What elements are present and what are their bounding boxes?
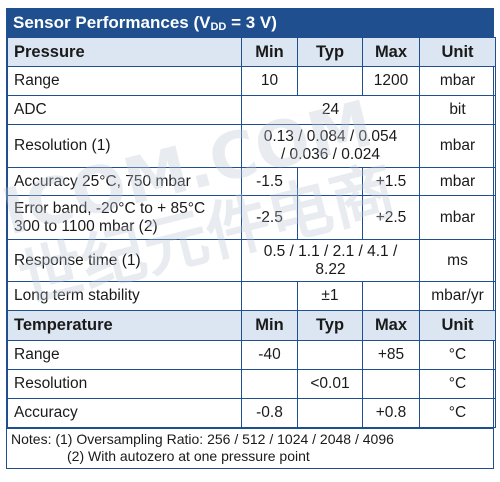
header-unit: Unit	[419, 37, 496, 67]
value-line: 0.13 / 0.084 / 0.054	[263, 128, 398, 145]
table-notes: Notes: (1) Oversampling Ratio: 256 / 512…	[7, 428, 493, 468]
cell-unit: °C	[419, 369, 496, 399]
pressure-header-row: Pressure Min Typ Max Unit	[7, 37, 496, 67]
label-line: Error band, -20°C to + 85°C	[14, 199, 206, 217]
value-line: 0.5 / 1.1 / 2.1 / 4.1 /	[263, 242, 398, 260]
cell-unit: mbar	[419, 167, 496, 196]
cell-typ	[297, 66, 363, 96]
cell-min: -0.8	[241, 398, 298, 428]
table-row: Accuracy 25°C, 750 mbar -1.5 +1.5 mbar	[7, 167, 496, 196]
table-row: ADC 24 bit	[7, 95, 496, 125]
row-label: Long term stability	[7, 281, 242, 311]
performance-table: Pressure Min Typ Max Unit Range 10 1200 …	[7, 37, 496, 428]
cell-unit: °C	[419, 340, 496, 370]
cell-max: 1200	[362, 66, 420, 96]
cell-min: -1.5	[241, 167, 298, 196]
table-row: Long term stability ±1 mbar/yr	[7, 281, 496, 311]
cell-max: +1.5	[362, 167, 420, 196]
cell-unit: mbar	[419, 195, 496, 240]
cell-unit: mbar	[419, 66, 496, 96]
cell-max: +85	[362, 340, 420, 370]
table-row: Error band, -20°C to + 85°C 300 to 1100 …	[7, 195, 496, 240]
sensor-performance-table-block: Sensor Performances (VDD = 3 V) Pressure…	[6, 8, 496, 469]
label-line: 300 to 1100 mbar (2)	[14, 217, 158, 235]
row-label: Response time (1)	[7, 239, 242, 282]
title-rest: = 3 V)	[226, 13, 277, 32]
cell-unit: bit	[419, 95, 496, 125]
row-label: Error band, -20°C to + 85°C 300 to 1100 …	[7, 195, 242, 240]
cell-typ	[297, 195, 363, 240]
row-label: Accuracy 25°C, 750 mbar	[7, 167, 242, 196]
table-row: Response time (1) 0.5 / 1.1 / 2.1 / 4.1 …	[7, 239, 496, 282]
row-label: ADC	[7, 95, 242, 125]
note-line-2: (2) With autozero at one pressure point	[67, 448, 310, 464]
cell-unit: mbar/yr	[419, 281, 496, 311]
cell-typ: ±1	[297, 281, 363, 311]
cell-max: +2.5	[362, 195, 420, 240]
table-title: Sensor Performances (VDD = 3 V)	[7, 9, 493, 37]
header-max: Max	[362, 37, 420, 67]
value-line: 8.22	[315, 260, 346, 278]
table-row: Resolution <0.01 °C	[7, 369, 496, 399]
header-typ: Typ	[297, 310, 363, 341]
header-min: Min	[241, 310, 298, 341]
title-subscript: DD	[210, 21, 227, 33]
row-label: Range	[7, 66, 242, 96]
cell-max	[362, 369, 420, 399]
cell-typ: <0.01	[297, 369, 363, 399]
row-label: Resolution (1)	[7, 124, 242, 168]
temperature-header-row: Temperature Min Typ Max Unit	[7, 310, 496, 341]
row-label: Accuracy	[7, 398, 242, 428]
cell-max: +0.8	[362, 398, 420, 428]
cell-min	[241, 369, 298, 399]
cell-min: 10	[241, 66, 298, 96]
cell-min	[241, 281, 298, 311]
header-typ: Typ	[297, 37, 363, 67]
cell-typ	[297, 340, 363, 370]
cell-value: 24	[241, 95, 420, 125]
row-label: Resolution	[7, 369, 242, 399]
table-row: Accuracy -0.8 +0.8 °C	[7, 398, 496, 428]
header-unit: Unit	[419, 310, 496, 341]
table-row: Range 10 1200 mbar	[7, 66, 496, 96]
title-main: Sensor Performances (V	[13, 13, 211, 32]
cell-unit: °C	[419, 398, 496, 428]
value-line: / 0.036 / 0.024	[280, 146, 381, 163]
cell-typ	[297, 167, 363, 196]
header-min: Min	[241, 37, 298, 67]
pressure-header-label: Pressure	[7, 37, 242, 67]
table-row: Resolution (1) 0.13 / 0.084 / 0.054 / 0.…	[7, 124, 496, 168]
cell-unit: ms	[419, 239, 496, 282]
row-label: Range	[7, 340, 242, 370]
cell-min: -2.5	[241, 195, 298, 240]
cell-unit: mbar	[419, 124, 496, 168]
header-max: Max	[362, 310, 420, 341]
cell-max	[362, 281, 420, 311]
cell-typ	[297, 398, 363, 428]
note-line-1: Notes: (1) Oversampling Ratio: 256 / 512…	[11, 431, 394, 447]
table-row: Range -40 +85 °C	[7, 340, 496, 370]
temperature-header-label: Temperature	[7, 310, 242, 341]
cell-min: -40	[241, 340, 298, 370]
cell-value: 0.5 / 1.1 / 2.1 / 4.1 / 8.22	[241, 239, 420, 282]
cell-value: 0.13 / 0.084 / 0.054 / 0.036 / 0.024	[241, 124, 420, 168]
